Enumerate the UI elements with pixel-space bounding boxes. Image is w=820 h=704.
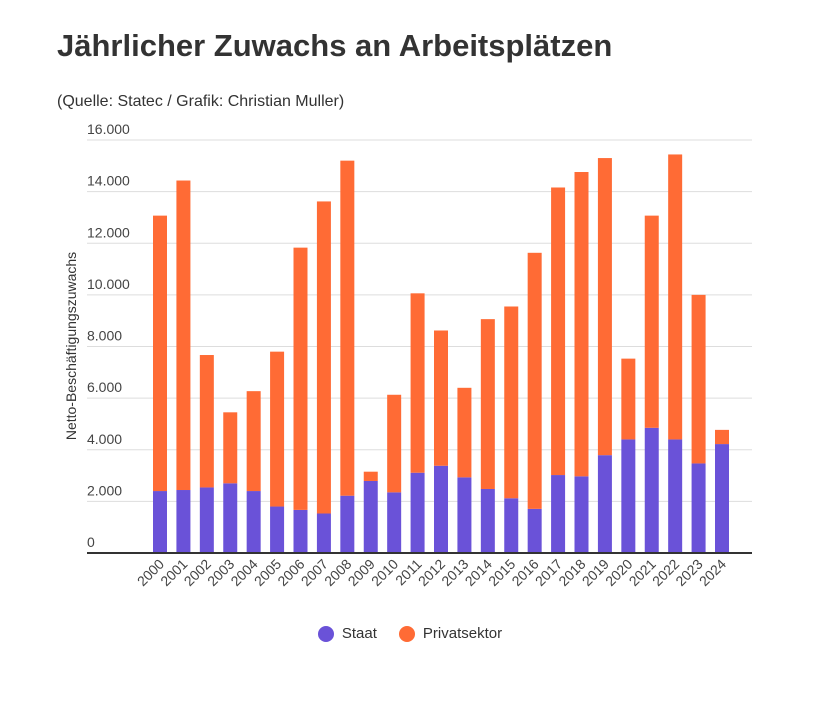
bar-staat-2020: [621, 439, 636, 553]
y-tick-label: 16.000: [87, 121, 130, 137]
bar-staat-2002: [199, 487, 214, 553]
bar-staat-2010: [387, 492, 402, 553]
bar-staat-2007: [316, 513, 331, 553]
bar-staat-2012: [434, 465, 448, 553]
bar-privatsektor-2011: [410, 293, 425, 473]
y-tick-label: 2.000: [87, 482, 122, 498]
y-tick-label: 8.000: [87, 328, 122, 344]
y-tick-label: 0: [87, 534, 95, 550]
bar-staat-2003: [223, 483, 238, 553]
bar-staat-2018: [574, 476, 589, 553]
bar-staat-2013: [457, 477, 472, 553]
bar-staat-2001: [176, 490, 191, 553]
bar-privatsektor-2019: [597, 158, 612, 456]
bar-privatsektor-2024: [715, 429, 729, 445]
legend: Staat Privatsektor: [0, 625, 820, 642]
bar-privatsektor-2004: [246, 391, 261, 492]
legend-item-staat: Staat: [317, 625, 377, 642]
y-tick-label: 4.000: [87, 431, 122, 447]
bar-privatsektor-2022: [668, 154, 683, 440]
bar-privatsektor-2013: [457, 387, 472, 478]
bar-staat-2011: [410, 472, 425, 553]
bar-privatsektor-2001: [176, 180, 191, 491]
legend-item-privatsektor: Privatsektor: [398, 625, 503, 642]
legend-swatch-privatsektor: [398, 625, 415, 642]
bar-privatsektor-2000: [153, 215, 167, 492]
bar-privatsektor-2012: [434, 330, 448, 466]
bar-staat-2004: [246, 491, 261, 553]
bar-privatsektor-2021: [644, 215, 659, 428]
y-tick-label: 12.000: [87, 224, 130, 240]
bar-privatsektor-2018: [574, 172, 589, 477]
bar-privatsektor-2023: [691, 294, 706, 464]
bar-staat-2019: [597, 455, 612, 553]
y-tick-label: 14.000: [87, 173, 130, 189]
bar-staat-2021: [644, 427, 659, 553]
legend-label-privatsektor: Privatsektor: [422, 625, 503, 642]
bar-privatsektor-2007: [316, 201, 331, 514]
bar-staat-2022: [668, 439, 683, 553]
bar-privatsektor-2008: [340, 160, 355, 496]
bar-privatsektor-2014: [480, 319, 495, 489]
chart-title: Jährlicher Zuwachs an Arbeitsplätzen: [57, 28, 613, 63]
x-tick-label: 2024: [696, 556, 729, 589]
bar-staat-2009: [363, 480, 378, 553]
legend-swatch-staat: [317, 625, 334, 642]
bar-privatsektor-2006: [293, 247, 308, 510]
bar-privatsektor-2003: [223, 412, 238, 484]
bar-staat-2008: [340, 495, 355, 553]
bar-privatsektor-2020: [621, 358, 636, 440]
y-axis-label: Netto-Beschäftigungszuwachs: [63, 252, 79, 440]
bar-privatsektor-2002: [199, 355, 214, 488]
bar-staat-2006: [293, 509, 308, 553]
bar-privatsektor-2005: [270, 351, 285, 507]
y-tick-label: 10.000: [87, 276, 130, 292]
bar-privatsektor-2015: [504, 306, 519, 499]
bar-privatsektor-2016: [527, 252, 542, 509]
bar-staat-2024: [715, 444, 729, 553]
bar-staat-2016: [527, 508, 542, 553]
legend-label-staat: Staat: [341, 625, 377, 642]
bar-staat-2014: [480, 488, 495, 553]
bar-privatsektor-2017: [551, 187, 566, 476]
bar-staat-2005: [270, 506, 285, 553]
bar-staat-2000: [153, 491, 167, 553]
bar-privatsektor-2010: [387, 394, 402, 493]
bar-staat-2017: [551, 475, 566, 553]
bar-staat-2023: [691, 463, 706, 553]
y-tick-label: 6.000: [87, 379, 122, 395]
chart-subtitle: (Quelle: Statec / Grafik: Christian Mull…: [57, 93, 345, 110]
bar-privatsektor-2009: [363, 471, 378, 481]
bar-staat-2015: [504, 498, 519, 553]
